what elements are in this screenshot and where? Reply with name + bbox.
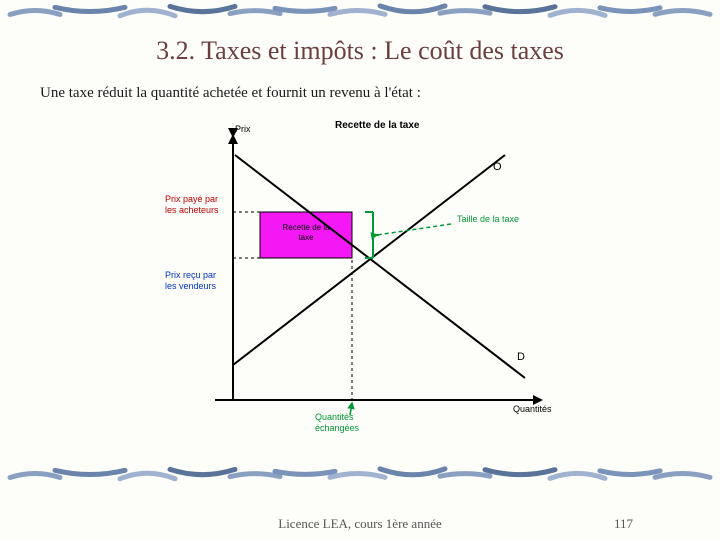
- svg-text:Taille de la taxe: Taille de la taxe: [457, 214, 519, 224]
- slide: 3.2. Taxes et impôts : Le coût des taxes…: [0, 0, 720, 540]
- svg-text:échangées: échangées: [315, 423, 360, 433]
- svg-text:Quantités: Quantités: [315, 412, 354, 422]
- svg-text:Quantités: Quantités: [513, 404, 552, 414]
- tax-revenue-chart: Recette de la taxe Recette de lataxe O D Pri…: [145, 110, 575, 450]
- footer-page-number: 117: [614, 516, 633, 532]
- svg-text:Prix: Prix: [235, 124, 251, 134]
- svg-text:taxe: taxe: [298, 233, 314, 242]
- svg-text:Prix payé par: Prix payé par: [165, 194, 218, 204]
- svg-text:D: D: [517, 351, 525, 363]
- svg-text:les acheteurs: les acheteurs: [165, 205, 219, 215]
- svg-text:Prix reçu par: Prix reçu par: [165, 270, 216, 280]
- svg-text:Recette de la taxe: Recette de la taxe: [335, 120, 420, 131]
- svg-text:O: O: [493, 161, 502, 173]
- top-decoration: [0, 0, 720, 22]
- svg-text:les vendeurs: les vendeurs: [165, 281, 217, 291]
- intro-text: Une taxe réduit la quantité achetée et f…: [40, 85, 421, 102]
- slide-title: 3.2. Taxes et impôts : Le coût des taxes: [0, 36, 720, 66]
- bottom-decoration: [0, 463, 720, 485]
- svg-text:Recette de la: Recette de la: [282, 223, 330, 232]
- footer-course: Licence LEA, cours 1ère année: [0, 516, 720, 532]
